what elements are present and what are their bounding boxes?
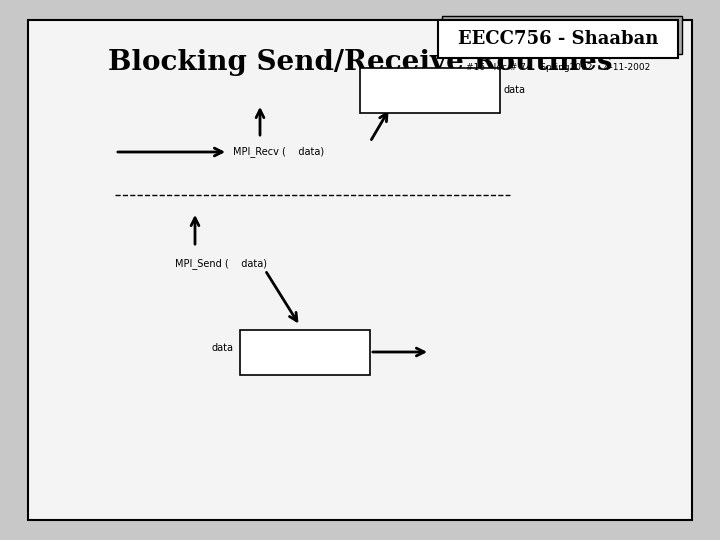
Text: MPI_Recv (    data): MPI_Recv ( data) <box>233 146 324 158</box>
Text: data: data <box>504 85 526 95</box>
Text: data: data <box>211 343 233 353</box>
Bar <box>360 68 500 113</box>
Text: Blocking Send/Receive Routines: Blocking Send/Receive Routines <box>108 49 612 76</box>
Text: #16   lec # 7     Spring2002    4-11-2002: #16 lec # 7 Spring2002 4-11-2002 <box>466 64 650 72</box>
Bar <box>442 16 682 54</box>
Text: MPI_Send (    data): MPI_Send ( data) <box>175 259 267 269</box>
Text: EECC756 - Shaaban: EECC756 - Shaaban <box>458 30 658 48</box>
Bar <box>438 20 678 58</box>
Bar <box>240 330 370 375</box>
